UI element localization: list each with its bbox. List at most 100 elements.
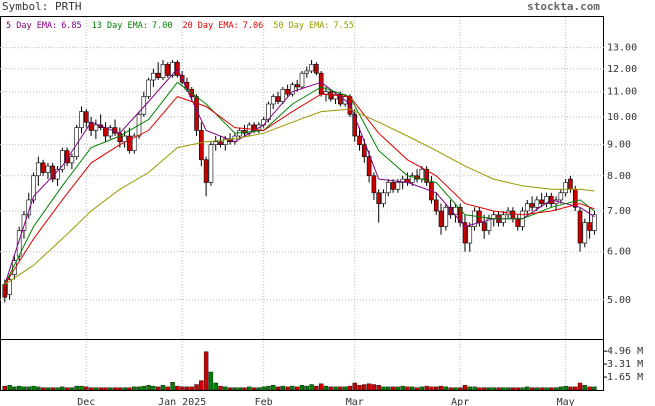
volume-bar: [155, 386, 161, 391]
x-tick-label: May: [557, 397, 575, 406]
volume-bar: [328, 386, 333, 391]
volume-bar: [170, 381, 175, 391]
volume-bar: [405, 386, 410, 391]
legend-value: 7.55: [334, 21, 354, 31]
candle-body: [21, 214, 27, 231]
volume-bar: [434, 386, 439, 391]
candle-body: [64, 150, 70, 164]
volume-bar: [79, 385, 84, 391]
volume-bar: [587, 386, 592, 391]
volume-bar: [208, 371, 214, 391]
candle-body: [323, 91, 329, 95]
volume-bar: [438, 385, 444, 391]
candle-body: [385, 182, 391, 194]
candle-body: [419, 168, 425, 180]
volume-bar: [347, 385, 353, 391]
volume-bar: [40, 387, 46, 391]
y-tick-label: 6.00: [607, 247, 631, 258]
candle-body: [395, 182, 401, 190]
candle-body: [366, 156, 372, 177]
candle-body: [151, 72, 156, 81]
candle-body: [299, 72, 305, 88]
volume-bar: [395, 386, 401, 391]
candle-body: [333, 93, 338, 100]
volume-bar: [16, 385, 22, 391]
legend-value: 6.85: [61, 21, 81, 31]
candle-body: [203, 159, 209, 183]
candle-body: [400, 178, 405, 183]
volume-bar: [31, 385, 36, 391]
volume-bar: [386, 386, 391, 391]
candle-body: [534, 199, 540, 208]
volume-bar: [271, 385, 276, 391]
candle-body: [376, 192, 381, 204]
volume-bar: [539, 387, 544, 391]
candle-body: [481, 222, 487, 231]
volume-bar: [309, 384, 314, 391]
candle-body: [7, 279, 12, 295]
volume-bar: [448, 387, 453, 391]
candle-body: [314, 64, 319, 74]
candle-body: [122, 135, 127, 143]
legend-entry: 5 Day EMA: 6.85: [6, 21, 82, 31]
volume-bar: [160, 385, 166, 391]
volume-bar: [237, 387, 242, 391]
candle-body: [529, 203, 535, 208]
volume-bar: [93, 387, 99, 391]
volume-bar: [544, 387, 549, 391]
candle-body: [515, 218, 521, 227]
volume-bar: [141, 385, 147, 391]
volume-bar: [247, 386, 252, 391]
volume-bar: [103, 387, 108, 391]
volume-bar: [112, 387, 118, 391]
candle-body: [443, 206, 449, 227]
volume-bar: [362, 384, 367, 391]
volume-bar: [304, 385, 309, 391]
candle-body: [294, 84, 300, 88]
volume-bar: [275, 386, 281, 391]
volume-bar: [467, 386, 472, 391]
candle-body: [146, 79, 151, 97]
volume-bar: [36, 386, 41, 391]
volume-bar: [203, 351, 209, 391]
volume-bar: [525, 386, 530, 391]
candle-body: [69, 156, 75, 164]
volume-bar: [592, 386, 597, 391]
volume-bar: [21, 386, 27, 391]
legend-entry: 20 Day EMA: 7.06: [182, 21, 263, 31]
x-tick-label: Jan 2025: [158, 397, 206, 406]
volume-bar: [400, 385, 405, 391]
volume-bar: [318, 383, 324, 391]
volume-bar: [98, 387, 103, 391]
volume-bar: [132, 386, 137, 391]
y-tick-label: 9.00: [607, 140, 631, 151]
volume-bar: [117, 387, 123, 391]
volume-bar: [553, 387, 559, 391]
site: stockta.com: [527, 0, 600, 13]
candle-body: [141, 96, 147, 115]
volume-bar: [179, 386, 185, 391]
legend-value: 7.06: [243, 21, 263, 31]
ema-line: [4, 108, 595, 285]
y-tick-label: 12.00: [607, 64, 637, 75]
volume-bar: [429, 386, 434, 391]
volume-bar: [534, 387, 540, 391]
candle-body: [155, 72, 161, 79]
volume-bar: [74, 385, 79, 391]
volume-bar: [366, 383, 372, 391]
x-tick-label: Feb: [255, 397, 273, 406]
candle-body: [127, 135, 132, 151]
volume-bar: [419, 386, 425, 391]
candle-body: [261, 119, 266, 126]
candle-body: [352, 113, 358, 137]
candle-body: [448, 206, 453, 216]
volume-bar: [127, 387, 132, 391]
candle-body: [563, 182, 568, 194]
volume-bar: [165, 386, 170, 391]
volume-bar: [582, 385, 588, 391]
volume-bar: [251, 387, 257, 391]
candle-body: [381, 192, 386, 204]
volume-bar: [290, 385, 295, 391]
volume-bar: [84, 386, 89, 391]
